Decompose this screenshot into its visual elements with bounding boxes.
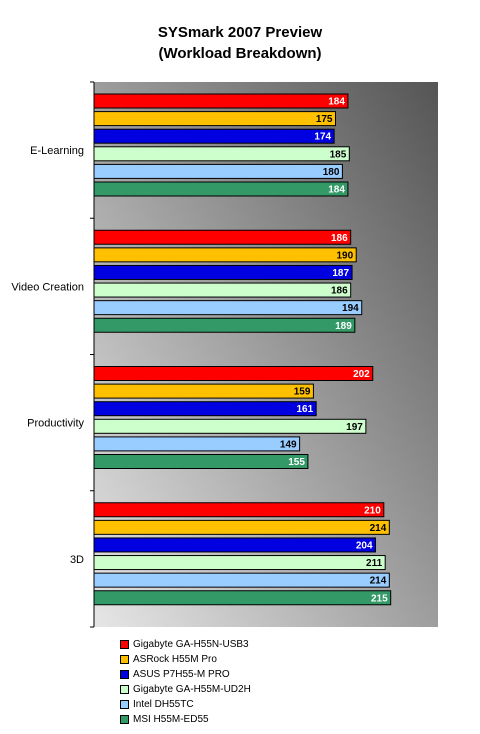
bar-value-label: 185 (330, 149, 347, 160)
bar (93, 436, 301, 452)
chart-subtitle: (Workload Breakdown) (158, 45, 322, 62)
legend-item: Gigabyte GA-H55M-UD2H (120, 682, 340, 697)
chart-title: SYSmark 2007 Preview (Workload Breakdown… (0, 22, 480, 64)
bar-value-label: 180 (323, 167, 340, 178)
bar-value-label: 211 (366, 558, 383, 569)
bar-value-label: 215 (371, 593, 388, 604)
bar (93, 111, 336, 127)
bar-value-label: 174 (314, 132, 331, 143)
bar (93, 229, 352, 245)
legend-label: Gigabyte GA-H55N-USB3 (133, 639, 249, 650)
bar (93, 300, 363, 316)
legend-swatch (120, 685, 129, 694)
bar (93, 401, 317, 417)
bar-value-label: 202 (353, 369, 370, 380)
bar (93, 418, 367, 434)
bar (93, 537, 377, 553)
bar-value-label: 159 (294, 387, 311, 398)
category-label: Productivity (27, 418, 84, 430)
legend-swatch (120, 640, 129, 649)
bar (93, 555, 386, 571)
legend-label: MSI H55M-ED55 (133, 714, 209, 725)
legend-swatch (120, 670, 129, 679)
legend-swatch (120, 655, 129, 664)
bar (93, 454, 309, 469)
bar (93, 572, 390, 588)
bar-value-label: 189 (335, 321, 352, 332)
bar (93, 282, 352, 298)
legend-label: ASUS P7H55-M PRO (133, 669, 230, 680)
bar-value-label: 210 (364, 505, 381, 516)
bar (93, 317, 356, 333)
bar (93, 128, 335, 144)
bar-value-label: 190 (337, 250, 354, 261)
bar (93, 181, 349, 197)
legend-item: MSI H55M-ED55 (120, 712, 340, 727)
bar-value-label: 186 (331, 286, 348, 297)
legend-swatch (120, 700, 129, 709)
bar-value-label: 204 (356, 540, 373, 551)
bar-value-label: 161 (296, 404, 313, 415)
legend-swatch (120, 715, 129, 724)
bar-value-label: 214 (370, 576, 387, 587)
category-label: E-Learning (30, 145, 84, 157)
bar (93, 93, 349, 109)
bar-value-label: 194 (342, 303, 359, 314)
category-label: 3D (70, 554, 84, 566)
bar (93, 264, 353, 280)
bar-value-label: 186 (331, 233, 348, 244)
legend: Gigabyte GA-H55N-USB3 ASRock H55M Pro ASUS… (120, 637, 340, 727)
legend-label: Intel DH55TC (133, 699, 194, 710)
bar (93, 146, 350, 162)
legend-item: ASRock H55M Pro (120, 652, 340, 667)
legend-item: ASUS P7H55-M PRO (120, 667, 340, 682)
category-label: Video Creation (11, 281, 84, 293)
legend-label: ASRock H55M Pro (133, 654, 217, 665)
bar (93, 163, 343, 179)
bar-value-label: 187 (332, 268, 349, 279)
bar (93, 247, 357, 263)
bar-value-label: 197 (346, 422, 363, 433)
legend-item: Intel DH55TC (120, 697, 340, 712)
bar-value-label: 149 (280, 439, 297, 450)
legend-label: Gigabyte GA-H55M-UD2H (133, 684, 251, 695)
bar (93, 519, 390, 535)
bar (93, 366, 374, 381)
legend-item: Gigabyte GA-H55N-USB3 (120, 637, 340, 652)
bar-value-label: 175 (316, 114, 333, 125)
bar (93, 502, 385, 518)
bar (93, 590, 392, 606)
bar-value-label: 214 (370, 523, 387, 534)
bar (93, 383, 314, 399)
bar-value-label: 155 (288, 457, 305, 468)
bar-value-label: 184 (328, 97, 345, 108)
bar-value-label: 184 (328, 185, 345, 196)
chart-title-main: SYSmark 2007 Preview (157, 24, 323, 41)
